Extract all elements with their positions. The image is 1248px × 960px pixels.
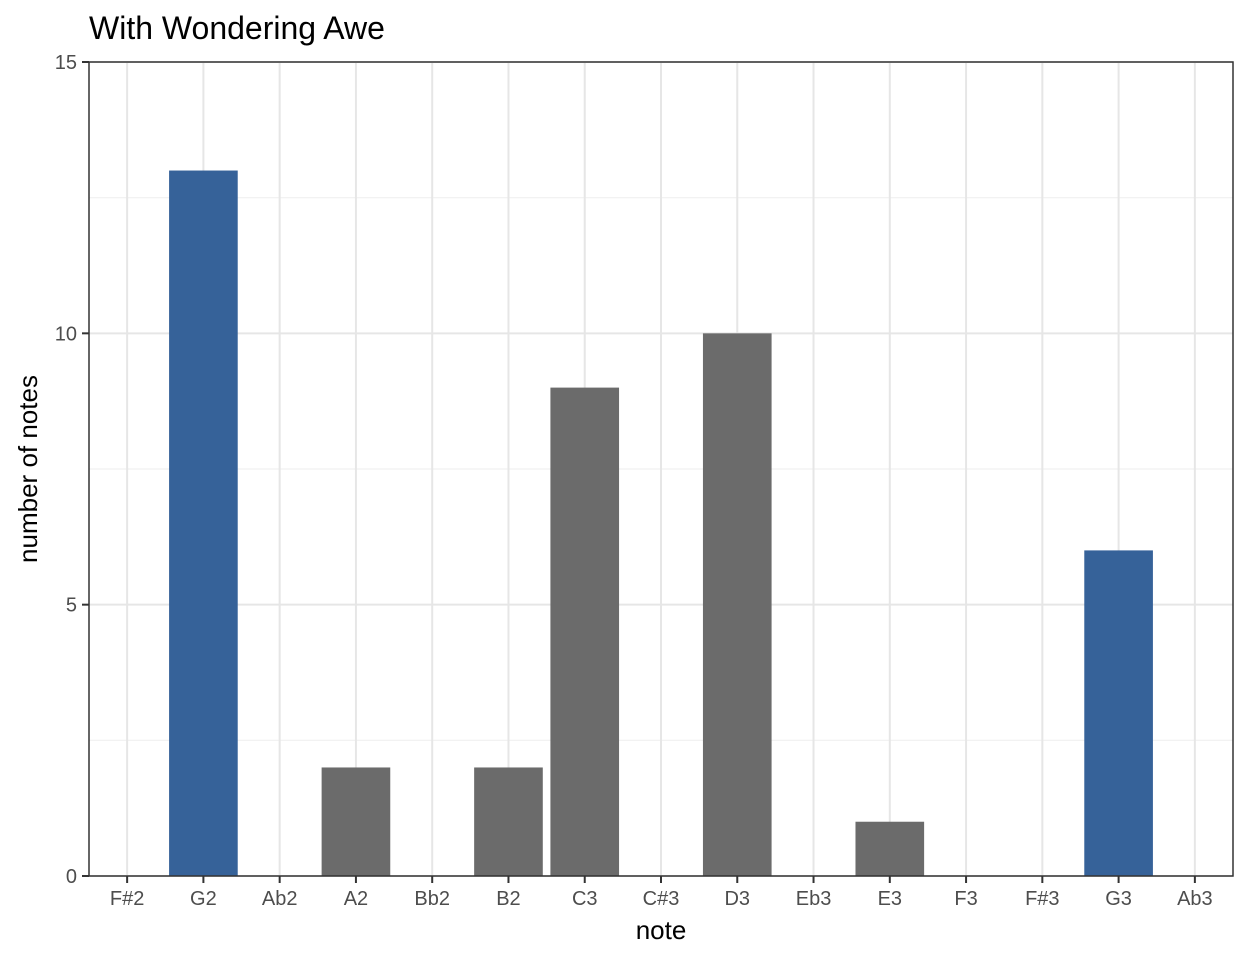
x-tick-label: D3 (724, 888, 750, 910)
bar-e3 (855, 821, 925, 876)
x-tick-label: B2 (496, 888, 520, 910)
x-tick-label: E3 (878, 888, 902, 910)
grid-lines (89, 61, 1233, 877)
x-tick-label: A2 (344, 888, 368, 910)
x-tick-label: Ab3 (1177, 888, 1213, 910)
x-axis-title: note (636, 915, 687, 945)
bar-a2 (321, 767, 391, 876)
x-tick-label: Eb3 (796, 888, 832, 910)
x-axis: F#2 G2 Ab2 A2 Bb2 B2 C3 C#3 D3 Eb3 E3 F3 F#3 G3 Ab3 (110, 876, 1213, 910)
bar-g3 (1084, 550, 1153, 876)
y-axis: 0 5 10 15 (55, 52, 89, 888)
x-tick-label: Bb2 (414, 888, 450, 910)
x-tick-label: Ab2 (262, 888, 298, 910)
y-tick-label: 0 (66, 866, 77, 888)
bar-g2 (169, 170, 238, 877)
x-tick-label: G3 (1105, 888, 1132, 910)
x-tick-label: G2 (190, 888, 217, 910)
x-tick-label: F#3 (1025, 888, 1059, 910)
y-tick-label: 15 (55, 52, 77, 74)
bars (169, 170, 1153, 877)
chart-title: With Wondering Awe (89, 10, 385, 46)
x-tick-label: C3 (572, 888, 598, 910)
bar-b2 (474, 767, 543, 876)
y-tick-label: 10 (55, 323, 77, 345)
bar-d3 (702, 333, 772, 876)
y-axis-title: number of notes (13, 375, 43, 563)
y-tick-label: 5 (66, 595, 77, 617)
x-tick-label: C#3 (643, 888, 680, 910)
x-tick-label: F3 (954, 888, 977, 910)
x-tick-label: F#2 (110, 888, 144, 910)
bar-c3 (550, 387, 620, 876)
